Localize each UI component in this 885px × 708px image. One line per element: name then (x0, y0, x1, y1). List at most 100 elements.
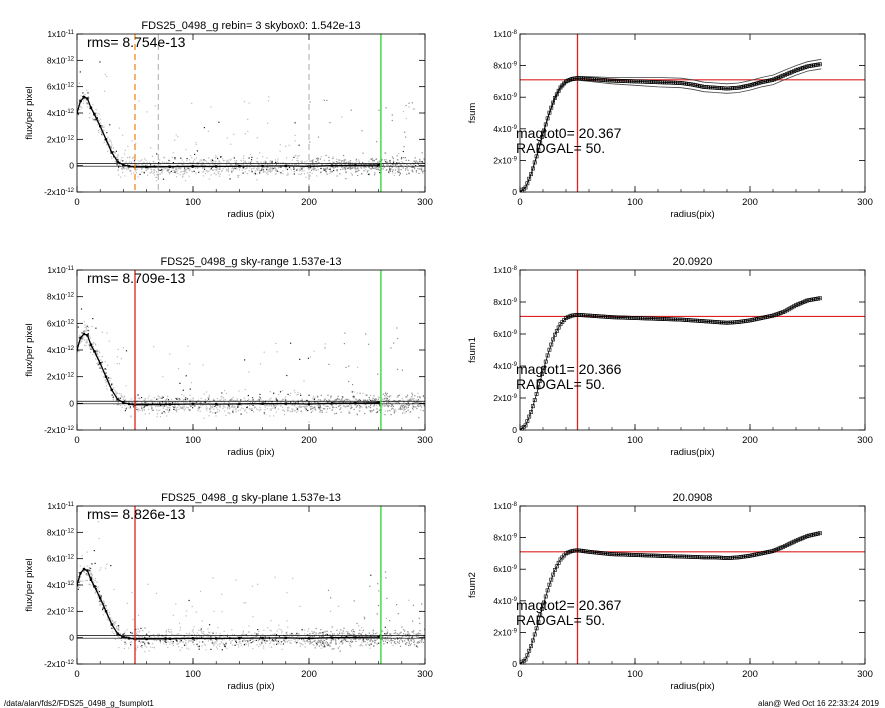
data-point (268, 170, 270, 172)
data-point (288, 144, 290, 146)
data-point (283, 414, 286, 416)
data-point (225, 414, 227, 416)
data-point (223, 399, 225, 401)
data-point (182, 405, 184, 407)
data-point (168, 168, 170, 170)
data-point (349, 642, 351, 645)
data-point (141, 167, 143, 170)
data-point (231, 164, 233, 166)
y-tick-label: 2x10-12 (47, 372, 75, 382)
data-point (375, 158, 378, 160)
fsum-marker (536, 620, 541, 624)
data-point (154, 647, 156, 649)
data-point (297, 393, 299, 395)
data-point (386, 397, 388, 399)
data-point (419, 158, 421, 160)
data-point (361, 130, 363, 132)
data-point (95, 590, 97, 593)
data-point (129, 401, 131, 403)
data-point (99, 600, 101, 602)
data-point (272, 633, 274, 635)
data-point (267, 164, 269, 166)
data-point (295, 407, 297, 409)
data-point (389, 620, 391, 622)
data-point (290, 633, 292, 635)
data-point (300, 160, 302, 162)
data-point (112, 620, 114, 622)
data-point (275, 342, 277, 344)
data-point (102, 601, 104, 603)
data-point (403, 401, 405, 403)
data-point (273, 640, 275, 642)
data-point (174, 169, 176, 172)
data-point (292, 633, 294, 635)
data-point (202, 171, 204, 173)
data-point (99, 603, 101, 605)
data-point (333, 406, 335, 408)
data-point (170, 629, 172, 631)
data-point (126, 157, 129, 159)
data-point (330, 396, 332, 398)
data-point (410, 400, 413, 402)
data-point (288, 166, 291, 168)
chart-title: FDS25_0498_g rebin= 3 skybox0: 1.542e-13 (141, 20, 360, 32)
data-point (276, 399, 279, 401)
data-point (86, 89, 88, 92)
data-point (385, 396, 387, 398)
data-point (217, 173, 219, 175)
data-point (144, 164, 146, 166)
data-point (138, 614, 140, 616)
data-point (234, 160, 236, 162)
data-point (356, 414, 358, 416)
data-point (328, 399, 330, 401)
data-point (161, 169, 163, 172)
data-point (241, 407, 243, 409)
data-point (195, 143, 197, 146)
data-point (331, 633, 334, 635)
data-point (90, 567, 92, 569)
data-point (393, 632, 395, 634)
data-point (376, 411, 379, 413)
data-point (312, 168, 314, 170)
data-point (297, 639, 299, 641)
data-point (167, 171, 170, 173)
data-point (399, 408, 401, 410)
data-point (241, 634, 243, 636)
profile-marker (122, 635, 125, 639)
data-point (342, 401, 344, 403)
data-point (316, 161, 318, 163)
data-point (159, 405, 162, 407)
data-point (79, 98, 82, 100)
data-point (192, 400, 194, 402)
data-point (226, 161, 228, 163)
data-point (240, 642, 242, 644)
data-point (145, 634, 147, 636)
data-point (356, 170, 358, 172)
data-point (273, 415, 275, 417)
data-point (207, 162, 210, 164)
data-point (309, 406, 311, 408)
data-point (388, 400, 390, 402)
data-point (92, 577, 94, 579)
data-point (277, 401, 279, 403)
data-point (204, 164, 206, 166)
data-point (107, 378, 109, 380)
data-point (285, 167, 287, 169)
data-point (217, 168, 219, 170)
data-point (372, 640, 374, 643)
data-point (178, 646, 180, 648)
data-point (85, 579, 87, 581)
data-point (377, 161, 379, 163)
data-point (109, 124, 111, 126)
data-point (356, 399, 358, 401)
data-point (99, 593, 101, 596)
data-point (181, 165, 183, 167)
data-point (113, 623, 115, 625)
data-point (261, 168, 263, 170)
data-point (309, 175, 311, 177)
data-point (175, 171, 177, 173)
data-point (247, 635, 249, 637)
data-point (378, 162, 380, 164)
data-point (130, 416, 132, 418)
data-point (398, 640, 401, 642)
